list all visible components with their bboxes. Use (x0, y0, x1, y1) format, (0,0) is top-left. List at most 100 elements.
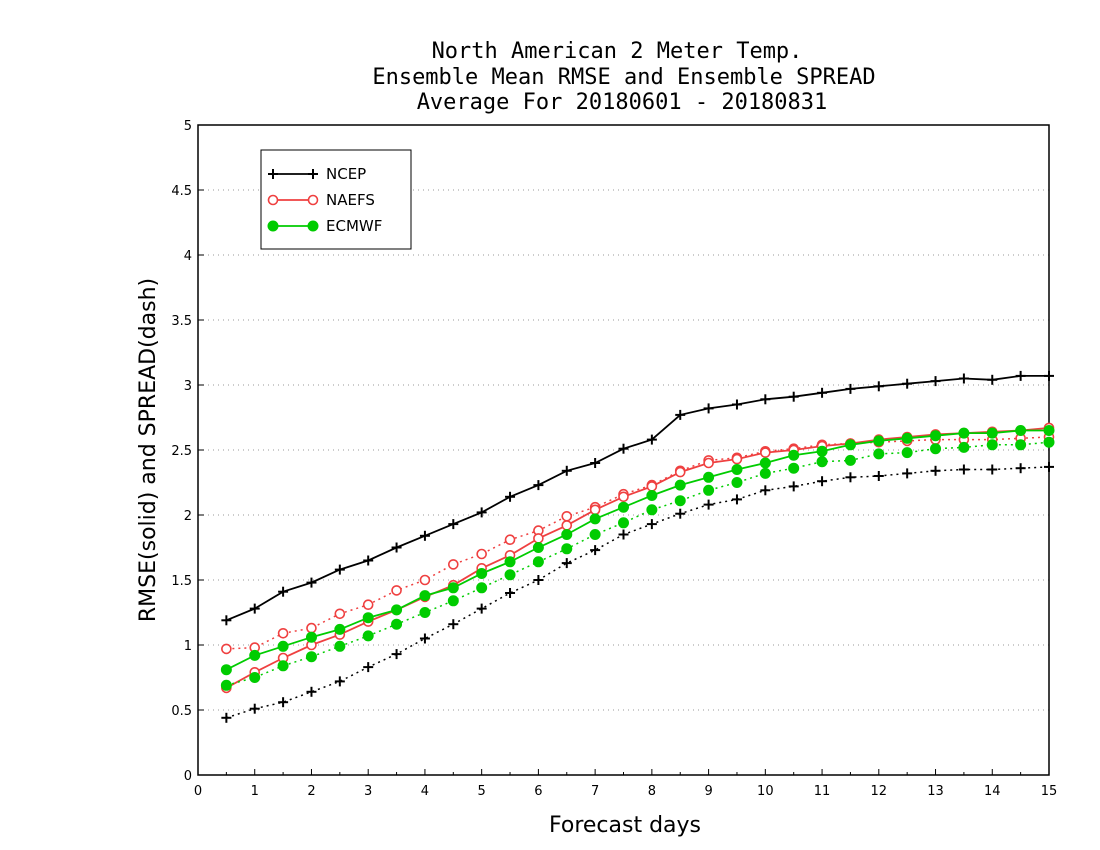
x-tick-label: 11 (814, 784, 831, 799)
ncep-spread-point (334, 676, 345, 687)
ecmwf-rmse-point (703, 471, 715, 483)
y-tick-label: 1.5 (171, 574, 192, 589)
naefs-spread-point (306, 622, 317, 634)
ncep-rmse-point (703, 403, 714, 414)
chart-title: North American 2 Meter Temp. Ensemble Me… (372, 39, 875, 115)
ecmwf-spread-line (226, 441, 1050, 687)
ncep-spread-point (448, 619, 459, 630)
x-tick-label: 13 (927, 784, 944, 799)
ncep-rmse-point (306, 577, 317, 588)
ncep-rmse-point (930, 376, 941, 387)
legend-item-ncep: NCEP (268, 165, 366, 183)
ncep-spread-point (590, 545, 601, 556)
ncep-spread-point (958, 464, 969, 475)
naefs-rmse-point (589, 504, 601, 516)
ecmwf-rmse-point (901, 432, 913, 444)
y-tick-label: 2 (184, 509, 192, 524)
ecmwf-spread-point (759, 467, 771, 479)
ncep-rmse-point (334, 564, 345, 575)
ecmwf-spread-point (277, 660, 289, 672)
ecmwf-spread-point (646, 504, 658, 516)
ecmwf-rmse-point (731, 464, 743, 475)
ncep-rmse-point (817, 387, 828, 398)
ecmwf-rmse-point (504, 556, 516, 568)
legend: NCEP NAEFS ECMWF (260, 149, 412, 250)
ecmwf-rmse-point (844, 439, 856, 451)
ecmwf-rmse-point (788, 449, 800, 461)
ecmwf-rmse-point (986, 427, 998, 439)
ncep-spread-point (987, 464, 998, 475)
ecmwf-rmse-point (447, 582, 459, 594)
ecmwf-spread-point (362, 630, 374, 642)
naefs-spread-point (277, 627, 289, 639)
y-tick-label: 4 (184, 249, 192, 264)
ncep-rmse-line (226, 374, 1049, 622)
x-tick-label: 9 (704, 784, 712, 799)
ncep-spread-point (845, 472, 856, 483)
y-tick-label: 4.5 (171, 184, 192, 199)
x-tick-label: 1 (251, 784, 259, 799)
ecmwf-spread-point (447, 595, 459, 607)
legend-item-ecmwf: ECMWF (267, 217, 382, 235)
ncep-rmse-point (618, 443, 629, 454)
naefs-spread-point (221, 643, 232, 655)
ncep-rmse-point (958, 373, 969, 384)
ecmwf-rmse-point (589, 513, 601, 525)
ecmwf-spread-point (816, 456, 828, 468)
ncep-spread-point (278, 697, 289, 708)
x-tick-label: 0 (194, 784, 202, 799)
ncep-spread-point (930, 465, 941, 476)
naefs-rmse-point (561, 520, 573, 531)
ecmwf-spread-point (901, 447, 913, 459)
ecmwf-rmse-point (958, 427, 970, 439)
ecmwf-rmse-point (759, 457, 771, 469)
ncep-spread-point (731, 494, 742, 505)
title-line-1: North American 2 Meter Temp. (432, 39, 803, 64)
ncep-spread-point (618, 529, 629, 540)
ncep-spread-point (817, 476, 828, 487)
ncep-spread-point (419, 633, 430, 644)
naefs-spread-point (447, 559, 459, 570)
legend-marker (307, 220, 319, 232)
ecmwf-rmse-point (561, 529, 573, 540)
ecmwf-rmse-point (249, 649, 261, 661)
ecmwf-spread-point (476, 582, 488, 594)
ecmwf-rmse-point (391, 604, 403, 616)
ncep-rmse-point (987, 374, 998, 385)
legend-marker (307, 194, 319, 206)
ecmwf-spread-point (844, 454, 856, 466)
legend-item-naefs: NAEFS (267, 191, 375, 209)
ncep-spread-point (760, 485, 771, 496)
naefs-spread-point (391, 585, 402, 596)
ncep-rmse-point (1044, 370, 1054, 381)
legend-label: NCEP (326, 165, 366, 183)
ecmwf-spread-point (788, 462, 800, 474)
ecmwf-spread-point (305, 651, 317, 663)
x-axis-label: Forecast days (549, 813, 701, 838)
ecmwf-rmse-point (334, 623, 346, 635)
naefs-spread-point (362, 599, 374, 611)
ecmwf-spread-point (334, 640, 346, 652)
x-tick-label: 6 (534, 784, 542, 799)
ecmwf-rmse-point (646, 490, 658, 501)
ncep-rmse-point (675, 409, 686, 420)
ncep-rmse-point (845, 383, 856, 394)
ncep-rmse-point (249, 603, 260, 614)
ncep-spread-point (902, 468, 913, 479)
ecmwf-rmse-point (532, 542, 544, 553)
ncep-spread-point (1015, 463, 1026, 474)
ncep-spread-line (226, 466, 1050, 719)
legend-label: ECMWF (326, 217, 382, 235)
ncep-spread-point (249, 703, 260, 714)
ncep-rmse-point (476, 507, 487, 518)
series-layer (220, 370, 1055, 723)
ecmwf-spread-point (532, 556, 544, 568)
ncep-spread-point (675, 508, 686, 519)
ecmwf-spread-point (419, 607, 431, 618)
ecmwf-rmse-point (930, 430, 942, 442)
title-line-3: Average For 20180601 - 20180831 (417, 90, 828, 115)
ncep-rmse-point (1015, 370, 1026, 381)
ecmwf-spread-point (220, 679, 232, 691)
ecmwf-rmse-point (674, 479, 686, 491)
